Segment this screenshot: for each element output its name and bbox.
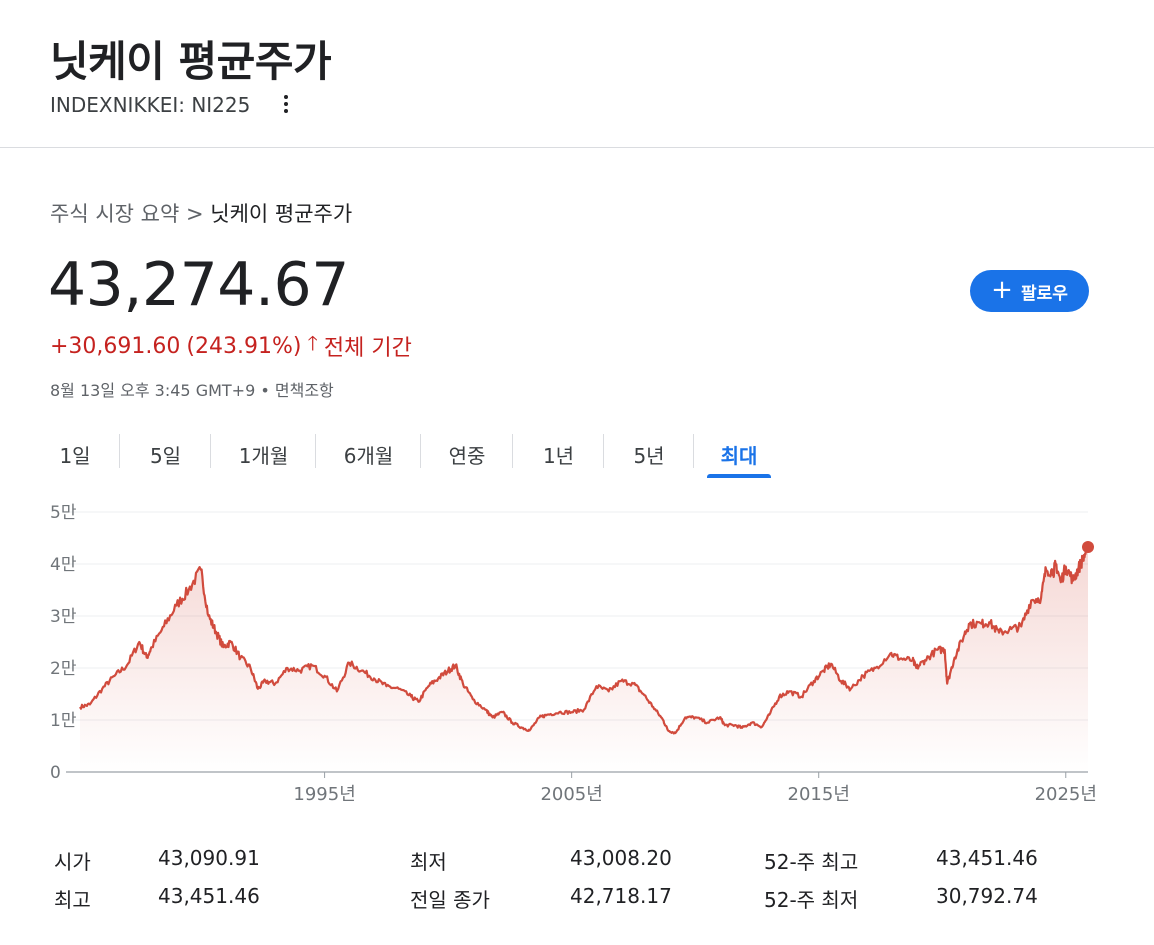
x-axis: 1995년 2005년 2015년 2025년 <box>293 772 1097 805</box>
stat-prev-close-label: 전일 종가 <box>410 888 490 912</box>
header: 닛케이 평균주가 INDEXNIKKEI: NI225 <box>0 0 1154 148</box>
tab-label: 1개월 <box>238 443 289 468</box>
change-percent: (243.91%) <box>186 333 302 359</box>
breadcrumb: 주식 시장 요약 > 닛케이 평균주가 <box>50 198 352 228</box>
tab-label: 5년 <box>633 443 665 468</box>
tab-5d[interactable]: 5일 <box>120 430 211 478</box>
price-change: +30,691.60 (243.91%) 🡑 전체 기간 <box>50 329 412 363</box>
tab-label: 1년 <box>542 443 575 468</box>
range-tabs: 1일 5일 1개월 6개월 연중 1년 5년 최대 <box>30 430 784 478</box>
tab-label: 6개월 <box>343 443 394 468</box>
tab-label: 5일 <box>149 443 182 468</box>
tab-label: 연중 <box>448 443 486 468</box>
follow-button-label: 팔로우 <box>1020 283 1068 304</box>
y-tick-label: 2만 <box>50 659 77 679</box>
stat-52w-high-label: 52-주 최고 <box>764 850 859 874</box>
timestamp-text: 8월 13일 오후 3:45 GMT+9 <box>50 381 256 400</box>
price-line <box>79 542 1090 735</box>
disclaimer-link[interactable]: 면책조항 <box>274 381 334 400</box>
tab-1m[interactable]: 1개월 <box>211 430 316 478</box>
x-tick-label: 1995년 <box>293 784 355 805</box>
more-options-icon[interactable] <box>276 91 296 117</box>
change-value: +30,691.60 <box>50 333 181 359</box>
tab-6m[interactable]: 6개월 <box>316 430 421 478</box>
x-tick-label: 2015년 <box>788 784 850 805</box>
plus-icon: + <box>991 274 1013 305</box>
y-tick-label: 1만 <box>50 711 77 731</box>
tab-label: 최대 <box>720 443 758 468</box>
stat-open-value: 43,090.91 <box>158 846 260 870</box>
y-tick-label: 0 <box>50 763 61 783</box>
follow-button[interactable]: + 팔로우 <box>970 270 1089 312</box>
x-tick-label: 2005년 <box>540 784 602 805</box>
arrow-up-icon: 🡑 <box>307 331 318 355</box>
x-tick-label: 2025년 <box>1035 784 1097 805</box>
stat-low-value: 43,008.20 <box>570 846 672 870</box>
breadcrumb-separator: > <box>185 202 204 226</box>
y-tick-label: 4만 <box>50 555 77 575</box>
dot-separator: • <box>260 381 270 400</box>
y-axis: 0 1만 2만 3만 4만 5만 <box>50 503 77 783</box>
ticker-symbol: INDEXNIKKEI: NI225 <box>50 93 251 117</box>
stat-high-value: 43,451.46 <box>158 884 260 908</box>
y-tick-label: 5만 <box>50 503 77 523</box>
stat-prev-close-value: 42,718.17 <box>570 884 672 908</box>
tab-1d[interactable]: 1일 <box>30 430 120 478</box>
tab-label: 1일 <box>59 443 91 468</box>
stat-open-label: 시가 <box>54 850 91 874</box>
quote-timestamp: 8월 13일 오후 3:45 GMT+9 • 면책조항 <box>50 377 334 401</box>
breadcrumb-parent-link[interactable]: 주식 시장 요약 <box>50 202 180 226</box>
y-tick-label: 3만 <box>50 607 77 627</box>
tab-1y[interactable]: 1년 <box>513 430 604 478</box>
stat-high-label: 최고 <box>54 888 91 912</box>
tab-5y[interactable]: 5년 <box>604 430 694 478</box>
stat-52w-low-value: 30,792.74 <box>936 884 1038 908</box>
last-price-point <box>1082 540 1094 553</box>
breadcrumb-current: 닛케이 평균주가 <box>210 202 353 226</box>
stat-52w-low-label: 52-주 최저 <box>764 888 859 912</box>
price-area <box>80 543 1088 772</box>
stat-52w-high-value: 43,451.46 <box>936 846 1038 870</box>
price-chart[interactable]: 0 1만 2만 3만 4만 5만 1995년 2005년 2015년 2025년 <box>0 490 1154 820</box>
page-title: 닛케이 평균주가 <box>50 37 332 86</box>
stat-low-label: 최저 <box>410 850 447 874</box>
tab-max[interactable]: 최대 <box>694 430 784 478</box>
tab-ytd[interactable]: 연중 <box>421 430 513 478</box>
current-price: 43,274.67 <box>48 250 349 320</box>
change-period: 전체 기간 <box>323 336 412 361</box>
